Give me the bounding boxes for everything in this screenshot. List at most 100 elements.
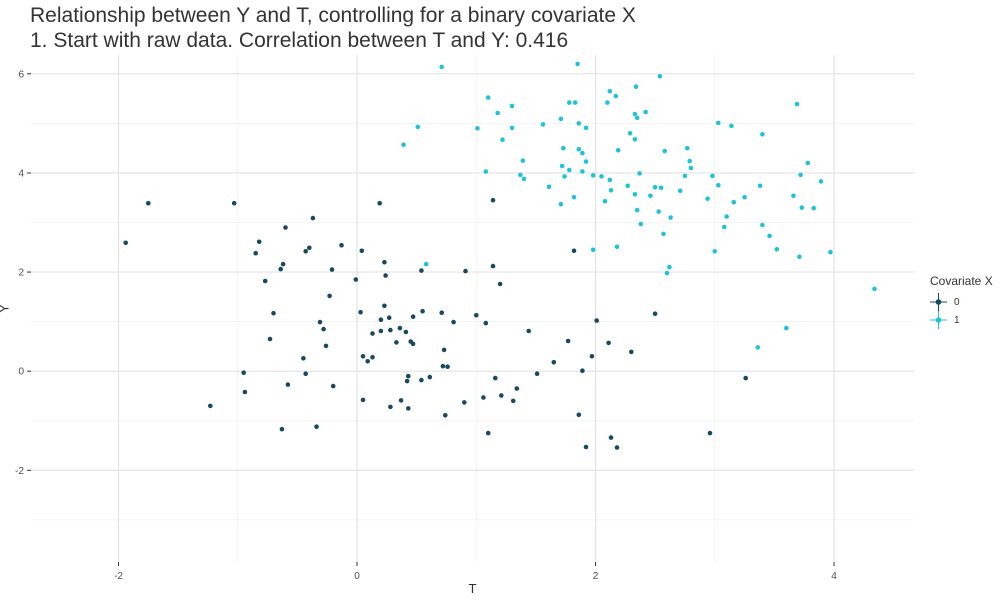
data-point-x1 xyxy=(828,249,833,255)
data-point-x0 xyxy=(383,273,388,278)
data-point-x0 xyxy=(329,267,335,272)
data-point-x0 xyxy=(743,375,748,381)
legend-title: Covariate X xyxy=(930,274,993,288)
data-point-x0 xyxy=(652,311,658,317)
data-point-x1 xyxy=(724,214,729,219)
data-point-x0 xyxy=(253,250,258,256)
data-point-x1 xyxy=(558,201,564,207)
data-point-x0 xyxy=(310,215,316,221)
data-point-x0 xyxy=(377,200,383,206)
data-point-x0 xyxy=(358,309,363,315)
data-point-x1 xyxy=(755,345,760,350)
data-point-x1 xyxy=(520,158,526,163)
data-point-x1 xyxy=(608,188,614,193)
data-point-x1 xyxy=(791,193,796,199)
data-point-x0 xyxy=(403,329,409,335)
data-point-x0 xyxy=(606,340,611,346)
data-point-x1 xyxy=(742,194,747,200)
data-point-x1 xyxy=(667,264,672,270)
data-point-x1 xyxy=(668,215,673,220)
data-point-x1 xyxy=(658,185,664,191)
x-tick-label: 0 xyxy=(354,571,360,582)
data-point-x1 xyxy=(415,124,421,130)
data-point-x1 xyxy=(685,145,690,151)
data-point-x1 xyxy=(634,115,640,121)
data-point-x0 xyxy=(283,225,288,230)
y-tick-label: -2 xyxy=(15,466,24,477)
data-point-x0 xyxy=(481,395,486,400)
data-point-x0 xyxy=(382,303,387,309)
data-point-x0 xyxy=(360,397,366,403)
data-point-x0 xyxy=(378,317,384,323)
data-point-x1 xyxy=(599,174,604,179)
data-point-x1 xyxy=(634,207,640,213)
data-point-x1 xyxy=(805,160,811,166)
data-point-x1 xyxy=(558,116,564,122)
data-point-x0 xyxy=(462,400,467,405)
data-point-x0 xyxy=(327,293,332,299)
data-point-x1 xyxy=(797,254,802,259)
data-point-x0 xyxy=(420,308,425,314)
data-point-x1 xyxy=(575,61,580,67)
data-point-x1 xyxy=(774,247,780,252)
data-point-x0 xyxy=(490,197,496,203)
data-point-x1 xyxy=(648,193,653,199)
data-point-x1 xyxy=(475,126,480,131)
data-point-x0 xyxy=(388,327,393,333)
data-point-x1 xyxy=(576,146,582,152)
data-point-x0 xyxy=(398,398,404,403)
data-point-x1 xyxy=(607,177,613,183)
data-point-x0 xyxy=(330,383,336,389)
data-point-x1 xyxy=(562,174,567,179)
data-point-x0 xyxy=(463,268,468,274)
data-point-x0 xyxy=(279,426,285,432)
data-point-x1 xyxy=(625,183,630,189)
data-point-x0 xyxy=(443,413,448,418)
data-point-x1 xyxy=(605,100,610,105)
data-point-x1 xyxy=(567,100,572,105)
data-point-x1 xyxy=(760,222,765,228)
data-point-x0 xyxy=(629,349,634,355)
data-point-x1 xyxy=(784,325,789,331)
data-point-x0 xyxy=(271,310,276,316)
data-point-x0 xyxy=(580,368,585,374)
legend-key-icon xyxy=(930,311,947,329)
data-point-x0 xyxy=(267,336,273,342)
data-point-x0 xyxy=(278,266,284,272)
data-point-x0 xyxy=(317,319,323,325)
data-point-x0 xyxy=(510,398,516,404)
data-point-x0 xyxy=(339,243,344,248)
data-point-x1 xyxy=(495,110,501,116)
data-point-x1 xyxy=(716,183,721,188)
data-point-x1 xyxy=(583,125,589,131)
data-point-x0 xyxy=(583,444,589,450)
data-point-x1 xyxy=(872,286,877,292)
data-point-x0 xyxy=(208,403,213,409)
y-tick-label: 0 xyxy=(18,367,24,378)
data-point-x1 xyxy=(661,231,666,237)
data-point-x1 xyxy=(614,244,620,250)
data-point-x0 xyxy=(370,331,375,336)
data-point-x1 xyxy=(757,183,763,189)
data-point-x1 xyxy=(580,150,585,156)
data-point-x1 xyxy=(567,167,572,173)
data-point-x0 xyxy=(307,245,312,251)
data-point-x1 xyxy=(571,194,577,200)
data-point-x0 xyxy=(303,249,309,254)
data-point-x0 xyxy=(419,268,424,273)
data-point-x0 xyxy=(280,261,286,267)
data-point-x0 xyxy=(370,355,375,360)
data-point-x1 xyxy=(767,233,772,239)
data-point-x0 xyxy=(323,343,329,349)
data-point-x0 xyxy=(551,360,557,365)
data-point-x1 xyxy=(572,100,578,105)
data-point-x0 xyxy=(451,319,456,325)
data-point-x1 xyxy=(518,172,523,178)
data-point-x0 xyxy=(490,263,496,269)
data-point-x0 xyxy=(314,424,319,430)
data-point-x0 xyxy=(241,370,246,376)
data-point-x1 xyxy=(799,205,805,210)
